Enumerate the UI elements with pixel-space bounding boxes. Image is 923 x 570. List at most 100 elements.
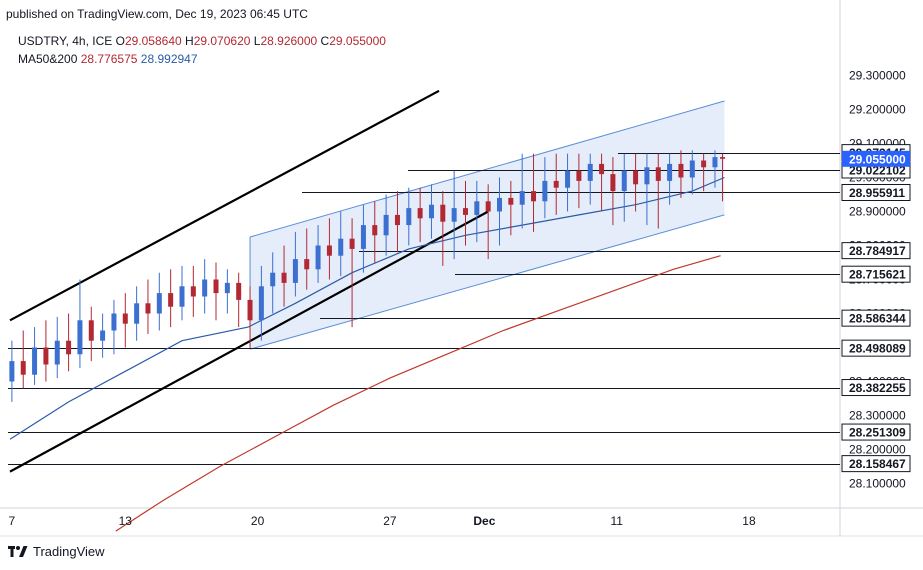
candle (338, 211, 344, 277)
candle (326, 218, 332, 280)
candle (720, 153, 726, 202)
level-labels: 29.07314529.02210228.95591128.78491728.7… (841, 144, 911, 473)
candle-body (655, 167, 661, 181)
candle-body (349, 238, 355, 249)
candle-body (88, 320, 94, 341)
current-price-tag[interactable]: 29.055000 (842, 150, 910, 167)
level-label-box (841, 265, 911, 283)
horizontal-levels[interactable] (8, 153, 840, 465)
published-text: published on TradingView.com, Dec 19, 20… (6, 7, 308, 21)
candle-body (565, 170, 571, 188)
tradingview-brand[interactable]: TradingView (8, 544, 105, 559)
price-tick-label: 28.200000 (849, 443, 906, 457)
candle (576, 153, 582, 209)
price-axis-divider (0, 0, 923, 537)
upper-trend-line[interactable] (9, 89, 440, 322)
candle-body (417, 208, 423, 219)
low-value: 28.926000 (260, 34, 318, 48)
symbol-legend[interactable]: USDTRY, 4h, ICE O29.058640 H29.070620 L2… (18, 34, 386, 48)
candle (122, 293, 128, 348)
candle-body (202, 279, 208, 297)
ma-legend[interactable]: MA50&200 28.776575 28.992947 (18, 52, 198, 66)
candle (667, 153, 673, 205)
candle (270, 252, 276, 314)
ma200-value: 28.992947 (140, 52, 198, 66)
candle-body (156, 293, 162, 314)
candle-body (587, 163, 593, 181)
candle-body (247, 299, 253, 321)
candle (54, 316, 60, 379)
candle-body (54, 340, 60, 365)
candle-body (326, 245, 332, 256)
candle-body (190, 286, 196, 297)
candle (315, 225, 321, 283)
candle (428, 184, 434, 239)
candle (360, 204, 366, 273)
candle (111, 299, 117, 355)
candle-body (428, 204, 434, 219)
candle-body (111, 313, 117, 331)
candle-body (281, 272, 287, 283)
candle (587, 153, 593, 205)
brand-text: TradingView (33, 544, 105, 559)
candle-body (720, 157, 726, 159)
parallel-channel[interactable] (249, 100, 725, 350)
candle (701, 153, 707, 192)
level-label: 28.715621 (841, 265, 911, 283)
candle (349, 218, 355, 328)
candle (9, 340, 15, 402)
candle-body (644, 167, 650, 185)
candle-body (678, 163, 684, 178)
candle-body (508, 197, 514, 205)
candle-body (394, 214, 400, 226)
candle (689, 150, 695, 195)
current-price-text: 29.055000 (849, 152, 906, 166)
candle (644, 153, 650, 226)
channel-upper-line[interactable] (249, 100, 725, 238)
level-label: 28.382255 (841, 379, 911, 397)
close-value: 29.055000 (329, 34, 386, 48)
trend-lines[interactable] (9, 89, 489, 473)
time-tick-label: 13 (119, 514, 133, 528)
candle-body (168, 293, 174, 307)
open-label: O (115, 34, 125, 48)
candle-body (667, 163, 673, 181)
candle (66, 313, 72, 372)
level-label: 28.158467 (841, 455, 911, 473)
candle-body (689, 160, 695, 178)
candle (508, 180, 514, 236)
high-label: H (185, 34, 194, 48)
channel-lower-line[interactable] (249, 214, 725, 350)
candle-body (304, 259, 310, 270)
level-label-box (841, 309, 911, 327)
candle-body (236, 282, 242, 300)
lower-trend-line[interactable] (9, 210, 489, 473)
candle-body (406, 208, 412, 226)
candle (236, 272, 242, 328)
candle (462, 180, 468, 246)
candle-body (576, 170, 582, 181)
candle-body (542, 180, 548, 202)
time-tick-label: 20 (251, 514, 265, 528)
candle (678, 150, 684, 198)
candle (179, 265, 185, 321)
time-tick-label: 11 (610, 514, 623, 528)
time-axis[interactable]: 7 13 20 27 Dec 11 18 (9, 514, 756, 528)
candle (88, 306, 94, 362)
candle (712, 150, 718, 188)
time-tick-label: 7 (9, 514, 16, 528)
candle (485, 184, 491, 260)
current-price-box (842, 150, 910, 167)
candle-body (451, 208, 457, 222)
level-label-text: 28.382255 (849, 381, 906, 395)
candle (156, 272, 162, 331)
candle (519, 153, 525, 229)
candle (258, 265, 264, 341)
candle-body (43, 347, 49, 365)
candle (383, 194, 389, 256)
candle (565, 153, 571, 212)
candle (599, 153, 605, 212)
candle (20, 330, 26, 389)
candle (202, 259, 208, 314)
